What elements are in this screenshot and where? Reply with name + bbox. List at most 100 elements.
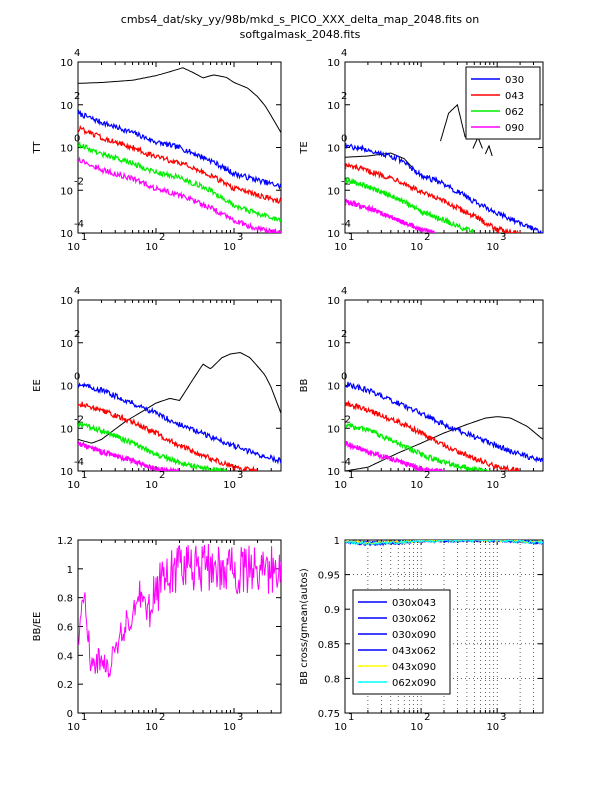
y-tick-label-4-exponent: 4 (341, 48, 347, 59)
y-tick-label-0-exponent: -4 (74, 457, 84, 468)
y-tick-label-1-exponent: -2 (341, 414, 351, 425)
y-tick-label-4-base: 10 (60, 58, 73, 69)
series-043 (78, 124, 281, 204)
x-tick-label-1-exponent: 2 (159, 232, 165, 243)
y-tick-label-2-exponent: 0 (341, 372, 347, 383)
y-tick-label-0-base: 10 (327, 467, 340, 478)
y-tick-label-0: 0.75 (318, 709, 340, 720)
legend-label-030: 030 (505, 75, 524, 86)
figure-title-line-1: cmbs4_dat/sky_yy/98b/mkd_s_PICO_XXX_delt… (120, 13, 480, 26)
y-tick-label-4: 104 (60, 48, 80, 69)
x-tick-label-1-exponent: 2 (424, 470, 430, 481)
x-tick-label-1: 102 (410, 232, 430, 253)
y-tick-label-1-base: 10 (327, 186, 340, 197)
x-tick-label-2-base: 10 (486, 722, 499, 733)
y-axis-label: BB/EE (32, 612, 43, 642)
x-tick-label-0-exponent: 1 (81, 470, 87, 481)
series-062 (78, 141, 281, 223)
y-tick-label-0-base: 10 (327, 229, 340, 240)
y-tick-label-3-exponent: 2 (74, 91, 80, 102)
x-tick-label-2-base: 10 (223, 480, 236, 491)
y-tick-label-2-exponent: 0 (74, 134, 80, 145)
y-tick-label-0-exponent: -4 (341, 457, 351, 468)
x-tick-label-0: 101 (67, 712, 87, 733)
x-tick-label-2: 103 (486, 712, 506, 733)
x-tick-label-0-base: 10 (67, 480, 80, 491)
legend-label-043x062: 043x062 (392, 646, 436, 657)
y-tick-label-0-base: 10 (60, 467, 73, 478)
x-tick-label-1: 102 (410, 470, 430, 491)
legend-label-062: 062 (505, 107, 524, 118)
y-tick-label-0: 0 (67, 709, 73, 720)
figure-title-line-2: softgalmask_2048.fits (239, 28, 361, 41)
plot-area (345, 540, 543, 547)
y-tick-label-1-base: 10 (60, 186, 73, 197)
theory-curve-0 (345, 416, 543, 471)
legend-box (465, 66, 541, 140)
y-tick-label-0: 10-4 (327, 219, 351, 240)
series-062 (345, 177, 475, 233)
y-tick-label-4: 104 (327, 286, 347, 307)
y-tick-label-3: 0.9 (324, 605, 340, 616)
plot-area (345, 103, 543, 233)
x-tick-label-2: 103 (223, 232, 243, 253)
y-tick-label-3: 102 (60, 329, 80, 350)
series-030 (78, 382, 281, 465)
theory-curve-0 (78, 352, 281, 444)
legend-label-030x062: 030x062 (392, 614, 436, 625)
y-axis-label: BB cross/gmean(autos) (299, 568, 310, 685)
legend-label-062x090: 062x090 (392, 678, 436, 689)
y-tick-label-2-base: 10 (60, 144, 73, 155)
theory-curve-0 (78, 67, 281, 133)
y-tick-label-4: 0.95 (318, 571, 340, 582)
x-tick-label-0-base: 10 (67, 242, 80, 253)
y-tick-label-3: 102 (327, 329, 347, 350)
series-062 (345, 422, 491, 471)
y-tick-label-3-base: 10 (60, 339, 73, 350)
x-tick-label-1-base: 10 (410, 242, 423, 253)
x-tick-label-1-exponent: 2 (159, 712, 165, 723)
y-tick-label-3-exponent: 2 (341, 91, 347, 102)
plot-area (78, 67, 281, 233)
x-tick-label-1-base: 10 (145, 722, 158, 733)
y-tick-label-2: 0.4 (57, 651, 73, 662)
y-tick-label-5: 1 (67, 565, 73, 576)
x-tick-label-2-exponent: 3 (237, 232, 243, 243)
x-tick-label-0: 101 (334, 712, 354, 733)
x-tick-label-1-base: 10 (145, 480, 158, 491)
y-tick-label-3: 102 (327, 91, 347, 112)
y-tick-label-2-exponent: 0 (341, 134, 347, 145)
y-tick-label-1: 10-2 (60, 414, 84, 435)
x-tick-label-1-exponent: 2 (424, 232, 430, 243)
y-tick-label-4-base: 10 (327, 58, 340, 69)
y-tick-label-6: 1.2 (57, 536, 73, 547)
x-tick-label-2: 103 (223, 712, 243, 733)
x-tick-label-2-exponent: 3 (237, 470, 243, 481)
x-tick-label-0: 101 (67, 470, 87, 491)
series-062 (78, 421, 227, 471)
legend: 030 043 062 090 (465, 66, 541, 140)
series-090 (345, 441, 445, 471)
y-tick-label-1-exponent: -2 (74, 414, 84, 425)
x-tick-label-0-exponent: 1 (348, 232, 354, 243)
x-tick-label-0: 101 (67, 232, 87, 253)
y-axis-label: TE (299, 141, 310, 154)
series-090 (78, 156, 281, 233)
x-tick-label-2-exponent: 3 (500, 470, 506, 481)
y-tick-label-2-exponent: 0 (74, 372, 80, 383)
x-tick-label-2-exponent: 3 (500, 712, 506, 723)
x-tick-label-0-exponent: 1 (81, 232, 87, 243)
x-tick-label-0: 101 (334, 470, 354, 491)
series-030 (345, 143, 543, 233)
x-tick-label-0-exponent: 1 (348, 712, 354, 723)
y-tick-label-4-exponent: 4 (341, 286, 347, 297)
legend: 030x043 030x062 030x090 043x062 043x090 062x0… (352, 589, 451, 695)
y-tick-label-2: 100 (327, 372, 347, 393)
x-tick-label-2: 103 (223, 470, 243, 491)
y-tick-label-0: 10-4 (60, 457, 84, 478)
plot-area (78, 543, 281, 678)
theory-curve-3 (485, 144, 493, 157)
